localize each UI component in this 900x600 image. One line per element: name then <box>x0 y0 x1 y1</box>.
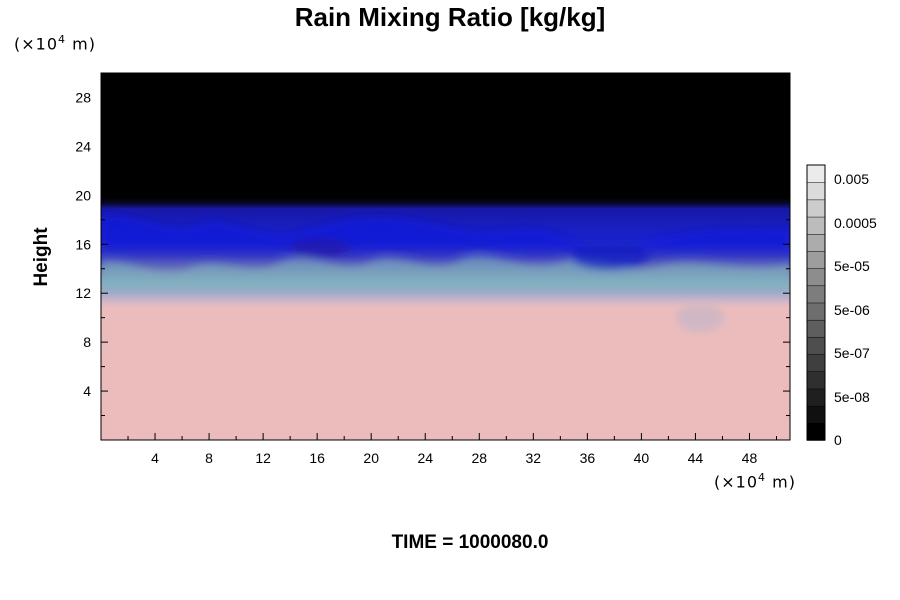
colorbar-label: 0.005 <box>834 171 869 187</box>
colorbar-label: 5e-08 <box>834 389 870 405</box>
plot-frame <box>100 72 791 441</box>
colorbar-swatch <box>806 336 826 355</box>
colorbar-label: 5e-06 <box>834 302 870 318</box>
colorbar-swatch <box>806 371 826 390</box>
y-unit-prefix: (×10 <box>14 34 59 54</box>
x-tick-label: 8 <box>205 450 213 466</box>
colorbar-swatch <box>806 388 826 407</box>
y-tick-label: 12 <box>75 285 91 301</box>
x-tick-label: 24 <box>417 450 433 466</box>
colorbar-swatch <box>806 422 826 441</box>
colorbar-swatch <box>806 250 826 269</box>
y-tick-label: 20 <box>75 187 91 203</box>
x-tick-label: 40 <box>634 450 650 466</box>
colorbar-swatch <box>806 199 826 218</box>
y-tick-label: 16 <box>75 236 91 252</box>
y-tick-label: 8 <box>83 334 91 350</box>
time-label: TIME = 1000080.0 <box>391 532 549 553</box>
colorbar-label: 5e-05 <box>834 258 870 274</box>
colorbar-swatch <box>806 216 826 235</box>
colorbar-swatch <box>806 267 826 287</box>
y-axis-unit: (×104 m) <box>14 33 96 53</box>
heatmap-field <box>101 73 790 440</box>
x-tick-label: 48 <box>742 450 758 466</box>
y-unit-suffix: m) <box>66 34 96 54</box>
x-axis: 4 8 12 16 20 24 28 32 36 40 44 48 <box>127 73 777 466</box>
x-tick-label: 36 <box>580 450 596 466</box>
colorbar-label: 0 <box>834 432 842 448</box>
colorbar-label: 5e-07 <box>834 345 870 361</box>
x-tick-label: 44 <box>688 450 704 466</box>
colorbar-swatch <box>806 164 826 183</box>
colorbar-swatch <box>806 302 826 321</box>
x-axis-unit: (×104 m) <box>714 471 796 491</box>
y-tick-label: 4 <box>83 383 91 399</box>
x-tick-label: 16 <box>309 450 325 466</box>
x-unit-prefix: (×10 <box>714 472 759 492</box>
x-unit-exp: 4 <box>758 471 767 484</box>
x-tick-label: 28 <box>471 450 487 466</box>
colorbar-swatch <box>806 353 826 372</box>
x-tick-label: 12 <box>255 450 271 466</box>
y-unit-exp: 4 <box>58 33 67 46</box>
colorbar: 0.005 0.0005 5e-05 5e-06 5e-07 5e-08 0 <box>806 164 877 448</box>
colorbar-swatch <box>806 405 826 424</box>
y-axis: 4 8 12 16 20 24 28 <box>75 89 790 417</box>
colorbar-frame <box>806 164 826 441</box>
x-tick-label: 4 <box>151 450 159 466</box>
y-tick-label: 28 <box>75 89 91 105</box>
x-unit-suffix: m) <box>766 472 796 492</box>
plot-area <box>100 72 791 441</box>
turbulence-texture <box>101 214 790 332</box>
chart-title: Rain Mixing Ratio [kg/kg] <box>294 2 606 32</box>
colorbar-swatch <box>806 233 826 252</box>
colorbar-swatch <box>806 319 826 338</box>
colorbar-swatch <box>806 181 826 201</box>
y-tick-label: 24 <box>75 138 91 154</box>
colorbar-swatch <box>806 285 826 304</box>
x-tick-label: 32 <box>526 450 542 466</box>
colorbar-label: 0.0005 <box>834 215 877 231</box>
x-tick-label: 20 <box>363 450 379 466</box>
